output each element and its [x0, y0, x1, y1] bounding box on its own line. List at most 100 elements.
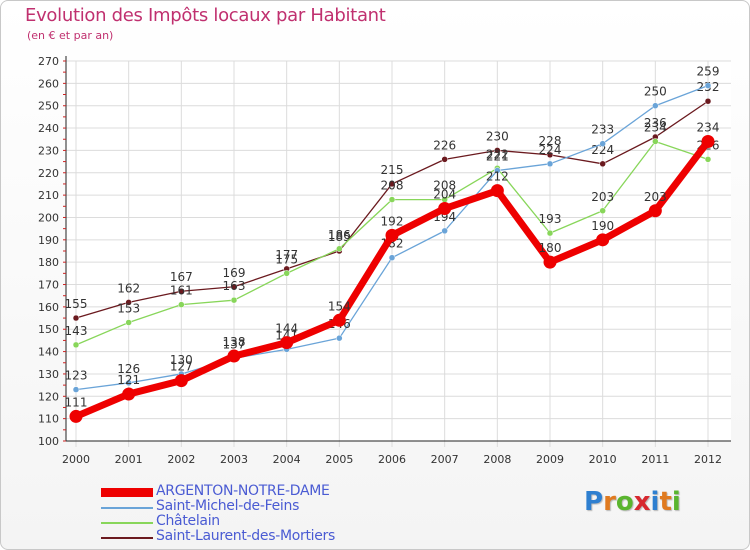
series-point [490, 184, 504, 198]
y-tick-label: 110 [38, 413, 59, 426]
series-point [122, 387, 136, 401]
legend-label: ARGENTON-NOTRE-DAME [156, 483, 330, 499]
logo-letter: i [650, 487, 660, 517]
y-tick-label: 190 [38, 234, 59, 247]
series-point [388, 254, 396, 261]
data-label: 169 [223, 266, 246, 280]
series-point [546, 151, 554, 159]
y-tick-label: 100 [38, 435, 59, 448]
data-label: 204 [433, 188, 456, 202]
data-label: 234 [697, 120, 720, 134]
data-label: 162 [117, 281, 140, 295]
y-tick-label: 220 [38, 167, 59, 180]
logo-letter: P [584, 487, 604, 517]
data-label: 215 [381, 163, 404, 177]
logo-letter: t [659, 487, 672, 517]
logo-letter: r [603, 487, 616, 517]
y-tick-label: 120 [38, 390, 59, 403]
x-tick-label: 2003 [220, 453, 248, 466]
y-tick-label: 250 [38, 100, 59, 113]
series-point [494, 167, 501, 174]
legend-item: Châtelain [101, 513, 431, 530]
data-label: 222 [486, 147, 509, 161]
data-label: 126 [117, 362, 140, 376]
logo-letter: i [671, 487, 681, 517]
series-point [385, 228, 399, 242]
data-label: 121 [117, 373, 140, 387]
series-point [652, 102, 659, 109]
x-tick-label: 2001 [115, 453, 143, 466]
legend-item: Saint-Michel-de-Feins [101, 498, 431, 515]
x-tick-label: 2005 [325, 453, 353, 466]
x-tick-label: 2007 [431, 453, 459, 466]
series-point [441, 227, 448, 235]
logo-letter: x [633, 487, 651, 517]
series-point [178, 301, 185, 308]
data-label: 208 [433, 179, 456, 193]
series-point [125, 319, 132, 326]
y-tick-label: 260 [38, 77, 59, 90]
series-point [388, 180, 396, 188]
data-label: 185 [328, 230, 351, 244]
series-point [388, 196, 396, 203]
series-point [125, 299, 132, 306]
series-point [72, 314, 80, 322]
series-point [336, 245, 343, 253]
x-tick-label: 2002 [167, 453, 195, 466]
data-label: 123 [65, 369, 88, 383]
series-point [704, 97, 712, 105]
data-label: 192 [381, 214, 404, 228]
legend-label: Saint-Laurent-des-Mortiers [156, 528, 335, 544]
series-point [599, 207, 606, 215]
y-tick-label: 210 [38, 189, 59, 202]
data-label: 250 [644, 85, 667, 99]
series-point [441, 156, 448, 163]
x-tick-label: 2009 [536, 453, 564, 466]
x-tick-label: 2006 [378, 453, 406, 466]
series-point [704, 156, 712, 163]
y-tick-label: 160 [38, 301, 59, 314]
y-tick-label: 130 [38, 368, 59, 381]
series-point [332, 313, 346, 327]
data-label: 175 [275, 252, 298, 266]
series-point [596, 233, 610, 247]
data-label: 127 [170, 360, 193, 374]
data-label: 154 [328, 299, 351, 313]
series-point [336, 334, 343, 342]
data-label: 226 [433, 138, 456, 152]
line-chart: 100 110 120 130 140 150 160 170 180 190 200 210 220 2… [38, 55, 731, 466]
x-tick-label: 2008 [483, 453, 511, 466]
data-label: 143 [65, 324, 88, 338]
data-label: 144 [275, 322, 298, 336]
y-tick-label: 270 [38, 55, 59, 68]
series-point [283, 270, 290, 277]
y-tick-label: 180 [38, 256, 59, 269]
x-tick-label: 2011 [641, 453, 669, 466]
data-label: 224 [539, 143, 562, 157]
data-label: 208 [381, 179, 404, 193]
legend-swatch [101, 507, 153, 509]
series-point [230, 283, 238, 291]
series-point [599, 160, 606, 168]
data-label: 233 [591, 123, 614, 137]
data-label: 155 [65, 297, 88, 311]
data-label: 111 [65, 395, 88, 409]
chart-subtitle: (en € et par an) [27, 29, 114, 42]
series-point [546, 160, 554, 168]
legend: ARGENTON-NOTRE-DAME Saint-Michel-de-Feins… [101, 483, 431, 545]
logo-letter: o [615, 487, 634, 517]
series-point [701, 134, 715, 148]
series-point [648, 204, 662, 218]
data-label: 259 [697, 65, 720, 79]
data-label: 203 [591, 190, 614, 204]
series-point [704, 82, 712, 89]
series-point [546, 229, 554, 237]
legend-swatch [101, 488, 153, 497]
data-label: 212 [486, 170, 509, 184]
data-label: 228 [539, 134, 562, 148]
data-label: 167 [170, 270, 193, 284]
data-label: 130 [170, 353, 193, 367]
data-label: 163 [223, 279, 246, 293]
y-tick-label: 200 [38, 211, 59, 224]
